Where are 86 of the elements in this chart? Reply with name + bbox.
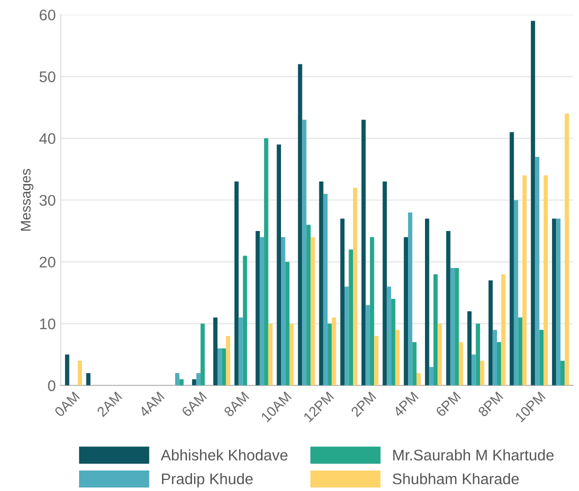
legend-label: Mr.Saurabh M Khartude [393,449,554,461]
bar [213,317,218,386]
bar [319,182,324,386]
bar [175,373,180,386]
bar [391,298,396,386]
bar [260,237,264,386]
bar [501,274,506,386]
legend-label: Pradip Khude [162,473,253,488]
bar [556,218,561,386]
bar [222,348,226,386]
legend-label: Abhishek Khodave [160,449,288,461]
bar [472,354,476,386]
bar [196,373,201,386]
y-tick-label: 0 [48,380,56,392]
bar [276,144,282,386]
bar [539,330,544,386]
bar [412,342,417,386]
bar [535,156,540,386]
bar [268,324,273,386]
legend-label: Shubham Kharade [392,473,519,484]
bar [552,218,556,386]
bar [488,280,493,386]
bar [344,286,349,386]
bar [386,286,392,386]
bar [395,330,400,386]
bar [332,317,336,386]
bar [492,330,497,386]
bar [348,250,353,386]
bar [65,354,70,386]
y-tick-label: 10 [40,318,56,330]
bar [328,324,332,386]
bar [518,317,522,386]
bar [530,20,536,386]
bar [544,175,548,386]
bar [382,182,387,386]
bar [433,274,438,386]
bar [353,188,358,386]
bar [416,373,421,386]
bar [242,256,248,386]
y-tick-label: 20 [40,256,56,268]
bar [200,324,205,386]
y-tick-label: 30 [40,194,56,206]
bar [86,373,90,386]
bar [302,120,306,386]
bar [564,114,569,386]
bar [438,324,442,386]
bar [226,336,230,386]
bar [234,182,239,386]
bar [298,64,302,386]
bar [370,237,374,386]
bar [264,138,268,386]
y-tick-label: 40 [39,133,56,144]
bar [217,348,222,386]
bar [560,360,565,386]
bar [285,262,290,386]
y-axis-title: Messages [20,168,34,231]
bar [429,366,434,386]
bar [361,120,366,386]
bar [450,268,455,386]
bar [467,311,472,386]
y-tick-label: 60 [40,10,56,20]
bar [510,132,514,386]
bar [374,336,378,386]
bar [480,360,484,386]
bar [306,224,311,386]
bar [281,237,286,386]
bar [514,200,518,386]
bar [496,342,502,386]
bar [522,175,527,386]
bar [366,305,370,386]
bar [408,212,412,386]
bar [476,324,480,386]
bar [458,342,464,386]
bar [323,194,328,386]
bar [404,237,408,386]
bar [256,230,260,386]
bar [78,360,82,386]
bar [446,230,450,386]
bar [289,324,294,386]
bar [424,218,430,386]
bar [340,218,345,386]
bar [192,379,196,386]
bar [310,237,315,386]
y-tick-label: 50 [40,71,56,82]
bar [238,317,243,386]
bar [454,268,459,386]
